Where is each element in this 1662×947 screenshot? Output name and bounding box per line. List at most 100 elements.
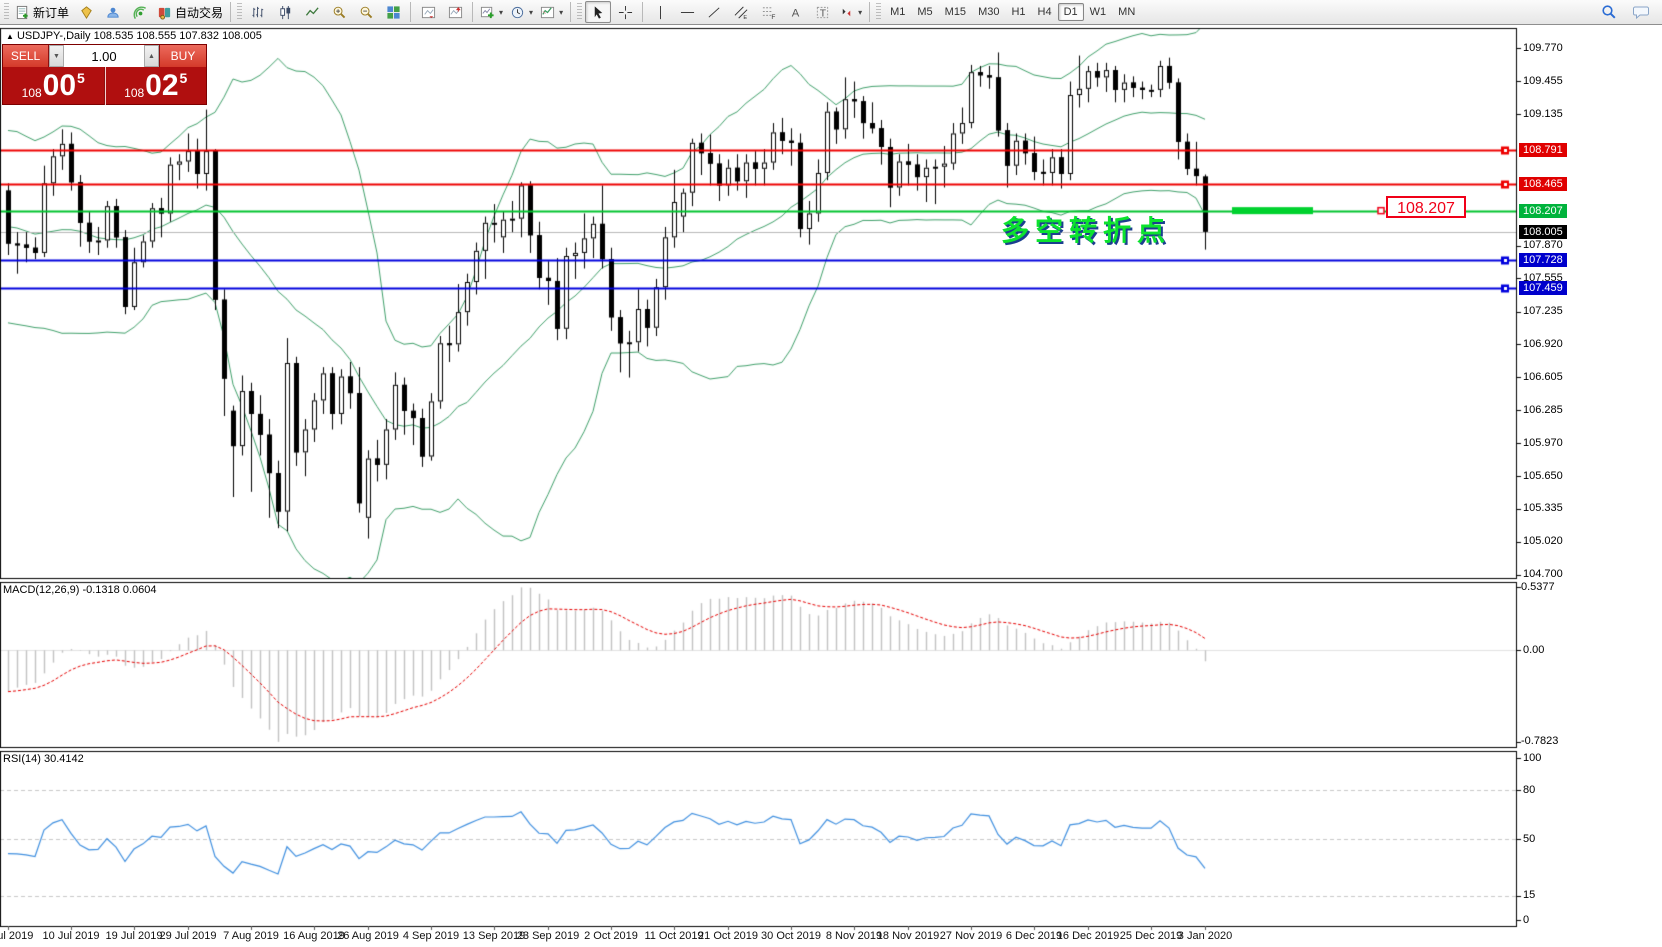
timeframe-d1[interactable]: D1: [1057, 3, 1084, 21]
chart-symbol-period: USDJPY-,Daily: [16, 30, 91, 42]
toolbar-grip[interactable]: [876, 3, 882, 21]
toolbar-separator: [472, 2, 474, 22]
fibonacci-tool[interactable]: F: [755, 1, 781, 23]
date-label: 18 Nov 2019: [876, 930, 940, 942]
equidistant-channel-tool[interactable]: E: [728, 1, 754, 23]
search-icon[interactable]: [1596, 1, 1622, 23]
vertical-line-tool[interactable]: [647, 1, 673, 23]
dropdown-arrow-icon: ▾: [559, 7, 564, 17]
timeframe-h1[interactable]: H1: [1011, 6, 1026, 18]
zoom-in-icon[interactable]: [326, 1, 352, 23]
rsi-label: RSI(14) 30.4142: [3, 753, 84, 765]
timeframe-h4[interactable]: H4: [1037, 6, 1052, 18]
price-tick-label: 107.555: [1523, 271, 1563, 284]
auto-trading-label: 自动交易: [175, 5, 224, 20]
deposit-icon[interactable]: [73, 1, 99, 23]
timeframe-m15[interactable]: M15: [944, 6, 967, 18]
price-tick-label: 105.970: [1523, 436, 1563, 449]
date-label: 21 Oct 2019: [698, 930, 758, 942]
signals-icon[interactable]: [127, 1, 153, 23]
periods-button[interactable]: ▾: [507, 1, 536, 23]
sell-price[interactable]: 108 00 5: [3, 67, 105, 105]
macd-max-label: 0.5377: [1521, 581, 1555, 594]
price-tick-label: 109.135: [1523, 107, 1563, 120]
new-order-icon: [15, 5, 30, 20]
sell-price-big: 00: [42, 69, 77, 102]
svg-text:A: A: [791, 7, 799, 19]
text-label-tool[interactable]: T: [809, 1, 835, 23]
line-chart-type-icon[interactable]: [299, 1, 325, 23]
chat-icon[interactable]: [1628, 1, 1654, 23]
toolbar-separator: [410, 2, 412, 22]
auto-scroll-icon[interactable]: [415, 1, 441, 23]
candlestick-type-icon[interactable]: [272, 1, 298, 23]
new-order-button[interactable]: 新订单: [12, 1, 72, 23]
rsi-tick-label: 15: [1523, 889, 1536, 902]
one-click-trading-panel: SELL ▼ 1.00 ▲ BUY 108 00 5 108 02 5: [2, 44, 207, 105]
buy-price-prefix: 108: [124, 86, 145, 100]
price-tag-108.791: 108.791: [1519, 142, 1567, 157]
price-tick-label: 107.235: [1523, 305, 1563, 318]
rsi-tick-label: 80: [1523, 783, 1536, 796]
rsi-tick-label: 100: [1523, 751, 1542, 764]
date-label: 7 Aug 2019: [223, 930, 279, 942]
volume-decrease-button[interactable]: ▼: [49, 45, 64, 67]
toolbar-separator: [230, 2, 232, 22]
date-label: 11 Oct 2019: [644, 930, 704, 942]
volume-increase-button[interactable]: ▲: [144, 45, 159, 67]
timeframe-m5[interactable]: M5: [917, 6, 933, 18]
date-label: 29 Jul 2019: [159, 930, 217, 942]
community-icon[interactable]: [100, 1, 126, 23]
indicators-button[interactable]: ▾: [477, 1, 506, 23]
date-label: 3 Jan 2020: [1177, 930, 1233, 942]
macd-zero-label: 0.00: [1523, 643, 1545, 656]
price-tick-label: 106.920: [1523, 337, 1563, 350]
price-tag-108.005: 108.005: [1519, 224, 1567, 239]
timeframe-mn[interactable]: MN: [1118, 6, 1136, 18]
date-label: 19 Jul 2019: [105, 930, 163, 942]
auto-trading-button[interactable]: 自动交易: [154, 1, 226, 23]
volume-input[interactable]: 1.00: [64, 45, 144, 67]
templates-button[interactable]: ▾: [537, 1, 566, 23]
toolbar-separator: [869, 2, 871, 22]
sell-price-sup: 5: [77, 70, 85, 86]
rsi-tick-label: 0: [1523, 913, 1530, 926]
new-order-label: 新订单: [33, 5, 70, 20]
macd-min-label: -0.7823: [1521, 734, 1559, 747]
text-tool[interactable]: A: [782, 1, 808, 23]
timeframe-group: M1 M5 M15 M30 H1 H4 D1 W1 MN: [884, 3, 1141, 21]
date-label: 2 Oct 2019: [584, 930, 638, 942]
date-label: 8 Nov 2019: [825, 930, 883, 942]
price-callout-label[interactable]: 108.207: [1386, 196, 1466, 218]
buy-button[interactable]: BUY: [159, 45, 206, 67]
collapse-arrow-icon[interactable]: ▲: [6, 32, 14, 41]
trendline-tool[interactable]: [701, 1, 727, 23]
crosshair-tool[interactable]: [612, 1, 638, 23]
chart-shift-icon[interactable]: [442, 1, 468, 23]
timeframe-m1[interactable]: M1: [890, 6, 906, 18]
sell-button[interactable]: SELL: [3, 45, 49, 67]
price-tick-label: 107.870: [1523, 239, 1563, 252]
timeframe-m30[interactable]: M30: [978, 6, 1000, 18]
horizontal-line-tool[interactable]: [674, 1, 700, 23]
toolbar-grip[interactable]: [237, 3, 243, 21]
toolbar-grip[interactable]: [4, 3, 9, 21]
arrows-tool[interactable]: ▾: [836, 1, 865, 23]
price-tag-108.465: 108.465: [1519, 176, 1567, 191]
date-label: 30 Oct 2019: [761, 930, 821, 942]
zoom-out-icon[interactable]: [353, 1, 379, 23]
tile-windows-icon[interactable]: [380, 1, 406, 23]
toolbar-grip[interactable]: [577, 3, 583, 21]
buy-price[interactable]: 108 02 5: [104, 67, 207, 105]
price-tag-107.459: 107.459: [1519, 281, 1567, 296]
price-tick-label: 105.650: [1523, 469, 1563, 482]
sell-price-prefix: 108: [21, 86, 42, 100]
timeframe-w1[interactable]: W1: [1089, 6, 1107, 18]
turning-point-annotation[interactable]: 多空转折点: [1001, 215, 1172, 246]
cursor-tool[interactable]: [585, 1, 612, 23]
date-label: 23 Sep 2019: [516, 930, 580, 942]
bar-chart-type-icon[interactable]: [245, 1, 271, 23]
auto-trading-icon: [157, 5, 172, 20]
